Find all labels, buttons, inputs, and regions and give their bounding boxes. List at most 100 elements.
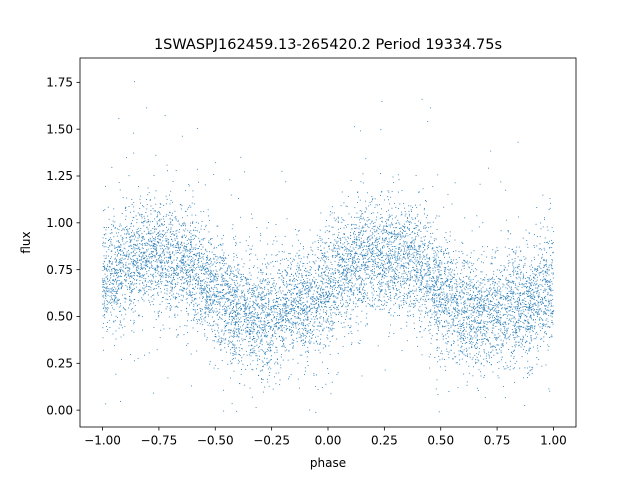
data-point (253, 287, 255, 288)
data-point (379, 243, 380, 245)
data-point (320, 295, 322, 297)
data-point (332, 279, 334, 281)
data-point (183, 288, 185, 290)
data-point (126, 232, 128, 234)
data-point (527, 372, 529, 374)
data-point (542, 297, 544, 299)
data-point (232, 224, 234, 226)
data-point (470, 337, 472, 339)
data-point (484, 352, 486, 354)
data-point (377, 204, 379, 206)
data-point (298, 283, 300, 285)
data-point (258, 306, 260, 308)
data-point (182, 236, 183, 238)
data-point (236, 257, 238, 258)
data-point (231, 294, 233, 296)
data-point (462, 330, 464, 331)
data-point (430, 226, 432, 228)
data-point (420, 283, 422, 285)
data-point (308, 332, 310, 333)
data-point (226, 283, 227, 285)
data-point (397, 275, 399, 277)
data-point (127, 274, 129, 276)
data-point (147, 266, 149, 268)
data-point (403, 251, 405, 253)
data-point (358, 292, 360, 294)
data-point (337, 228, 339, 230)
data-point (486, 331, 487, 332)
data-point (462, 253, 464, 255)
data-point (494, 318, 496, 320)
data-point (144, 251, 146, 253)
data-point (156, 216, 158, 218)
data-point (439, 274, 441, 276)
data-point (387, 243, 389, 245)
data-point (510, 299, 512, 301)
data-point (231, 318, 233, 320)
data-point (397, 248, 399, 250)
data-point (275, 236, 277, 238)
data-point (159, 288, 161, 290)
data-point (384, 237, 386, 239)
data-point (162, 224, 164, 226)
data-point (403, 298, 405, 300)
data-point (442, 336, 444, 338)
data-point (133, 331, 135, 333)
data-point (520, 307, 522, 308)
data-point (296, 332, 298, 334)
data-point (148, 233, 150, 235)
data-point (217, 323, 219, 325)
data-point (379, 218, 381, 219)
data-point (173, 272, 175, 274)
data-point (282, 338, 284, 340)
data-point (359, 290, 360, 292)
data-point (416, 266, 418, 267)
data-point (298, 306, 300, 307)
data-point (311, 283, 313, 285)
data-point (159, 255, 161, 257)
data-point (412, 266, 414, 268)
data-point (345, 271, 347, 273)
data-point (131, 234, 133, 236)
data-point (296, 337, 297, 339)
data-point (343, 249, 345, 251)
data-point (441, 358, 443, 360)
data-point (485, 335, 487, 337)
data-point (261, 369, 263, 371)
data-point (462, 342, 463, 344)
data-point (218, 295, 220, 297)
data-point (234, 290, 235, 292)
data-point (316, 291, 318, 293)
data-point (215, 162, 217, 164)
data-point (158, 281, 160, 282)
data-point (373, 229, 375, 231)
data-point (547, 349, 549, 351)
data-point (103, 289, 104, 291)
data-point (540, 268, 542, 270)
data-point (192, 254, 194, 256)
data-point (507, 262, 509, 264)
data-point (478, 360, 480, 362)
data-point (325, 279, 327, 281)
data-point (406, 267, 408, 269)
data-point (372, 265, 374, 267)
data-point (191, 256, 192, 257)
data-point (281, 328, 283, 330)
data-point (306, 361, 308, 362)
data-point (479, 311, 481, 312)
data-point (231, 319, 233, 321)
data-point (400, 265, 402, 267)
data-point (264, 280, 266, 282)
data-point (230, 342, 232, 344)
data-point (423, 293, 425, 295)
data-point (208, 231, 210, 233)
data-point (169, 310, 171, 311)
data-point (500, 304, 502, 306)
data-point (418, 279, 420, 281)
data-point (449, 240, 451, 242)
data-point (474, 298, 476, 300)
data-point (264, 329, 266, 330)
data-point (471, 294, 473, 296)
data-point (549, 207, 551, 209)
data-point (254, 340, 256, 342)
